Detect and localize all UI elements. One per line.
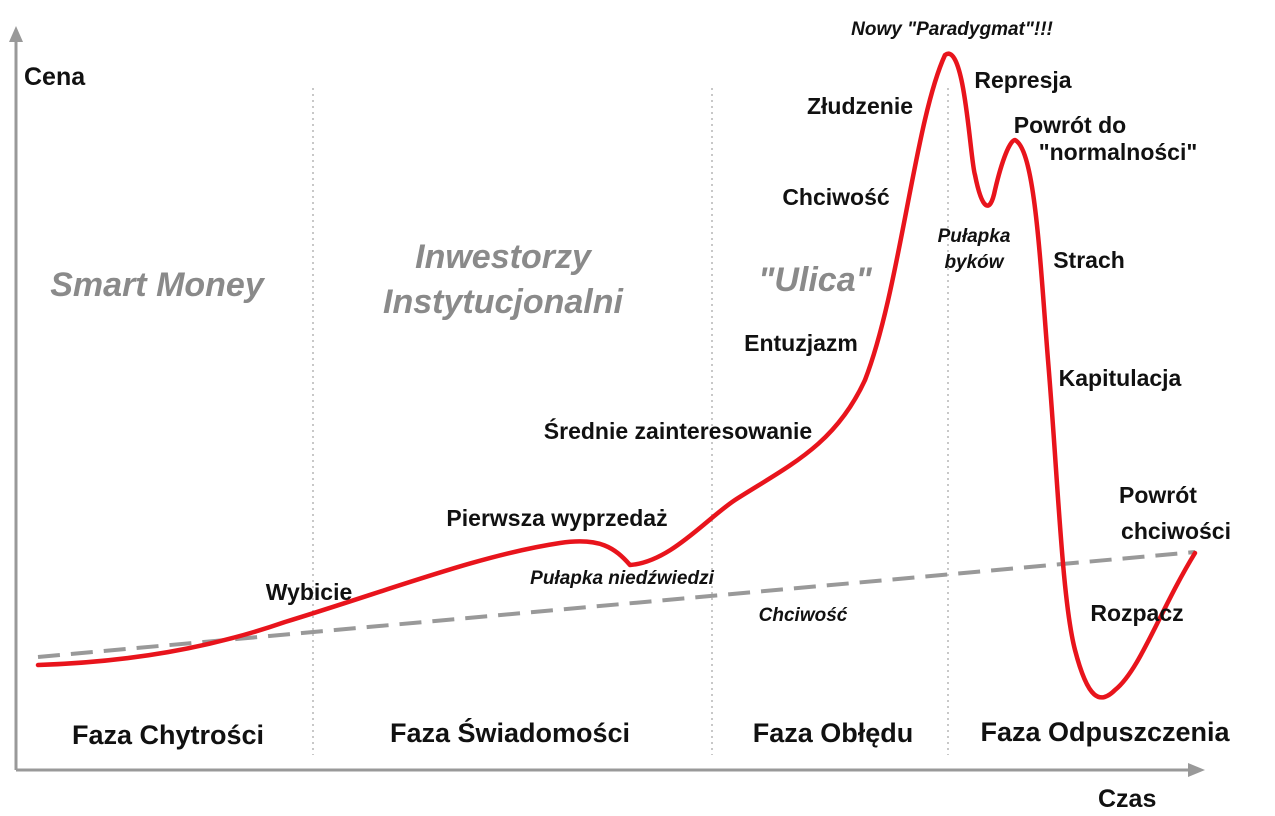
audience-institutional-line1: Inwestorzy [415, 238, 593, 276]
label-capitulation: Kapitulacja [1059, 365, 1182, 391]
label-despair: Rozpacz [1090, 600, 1183, 626]
label-fear: Strach [1053, 247, 1125, 273]
label-denial: Represja [974, 67, 1071, 93]
label-new-paradigm: Nowy "Paradygmat"!!! [851, 19, 1053, 40]
x-axis-label: Czas [1098, 785, 1156, 813]
label-return-greed-line1: Powrót [1119, 482, 1197, 508]
phase-mania: Faza Obłędu [753, 718, 914, 748]
label-first-sell-off: Pierwsza wyprzedaż [446, 505, 667, 531]
label-return-greed-line2: chciwości [1121, 518, 1231, 544]
audience-smart-money: Smart Money [50, 266, 266, 304]
trend-line [37, 550, 1196, 659]
audience-street: "Ulica" [758, 261, 872, 299]
label-take-off: Wybicie [266, 579, 353, 605]
label-return-normal-line1: Powrót do [1014, 112, 1126, 138]
phase-awareness: Faza Świadomości [390, 717, 630, 748]
label-return-normal-line2: "normalności" [1039, 139, 1198, 165]
x-axis [16, 763, 1205, 777]
audience-institutional-line2: Instytucjonalni [383, 283, 624, 321]
label-bull-trap-line1: Pułapka [938, 226, 1011, 247]
price-curve [35, 51, 1198, 700]
label-media-attention: Średnie zainteresowanie [544, 417, 812, 444]
phase-stealth: Faza Chytrości [72, 720, 264, 750]
label-enthusiasm: Entuzjazm [744, 330, 858, 356]
label-greed-lower: Chciwość [759, 605, 848, 626]
label-bear-trap: Pułapka niedźwiedzi [530, 568, 714, 589]
phase-blow-off: Faza Odpuszczenia [980, 717, 1230, 747]
y-axis [9, 26, 23, 770]
label-greed: Chciwość [782, 184, 890, 210]
label-bull-trap-line2: byków [944, 252, 1004, 273]
label-delusion: Złudzenie [807, 93, 913, 119]
y-axis-label: Cena [24, 63, 86, 91]
